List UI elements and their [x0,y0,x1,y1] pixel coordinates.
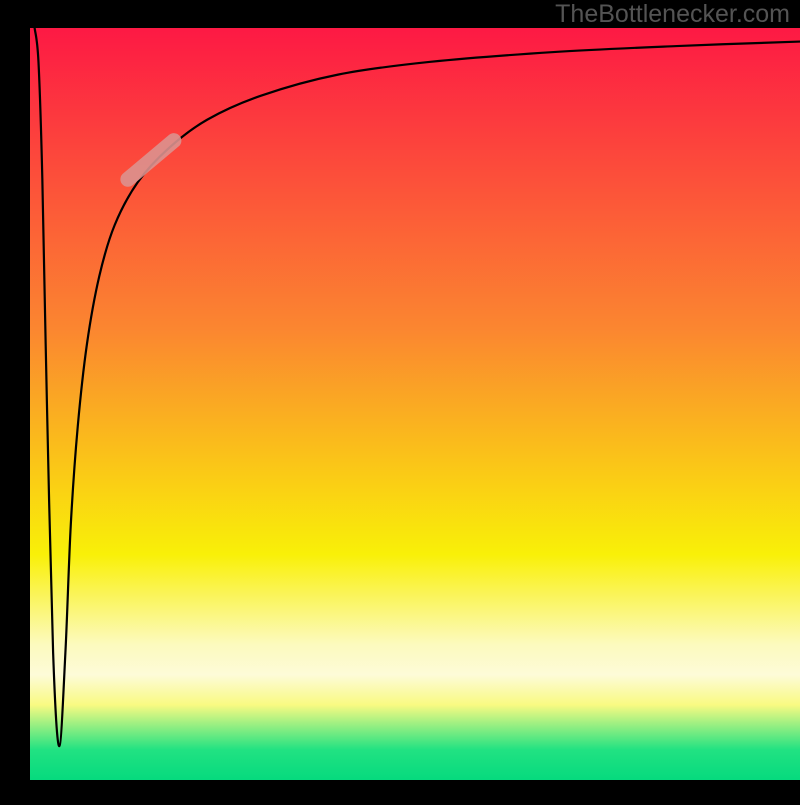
bottleneck-chart-svg [0,0,800,800]
attribution-label: TheBottlenecker.com [555,0,790,29]
chart-plot-area [30,28,800,780]
chart-container: TheBottlenecker.com [0,0,800,800]
